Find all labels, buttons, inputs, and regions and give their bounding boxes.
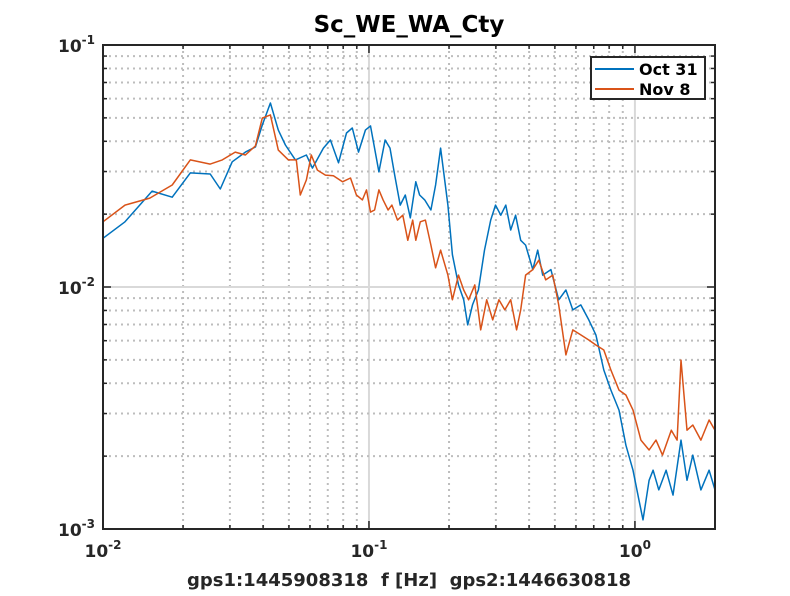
series-line-1 (103, 114, 715, 456)
x-axis-label: gps1:1445908318 f [Hz] gps2:1446630818 (187, 570, 631, 591)
x-tick-label: 100 (619, 538, 651, 562)
x-tick-label: 10-2 (84, 538, 121, 562)
legend-box (590, 56, 706, 100)
series-line-0 (103, 102, 715, 521)
y-tick-label: 10-3 (58, 517, 95, 541)
x-tick-label: 10-1 (350, 538, 387, 562)
legend-label: Nov 8 (639, 80, 691, 99)
chart-title: Sc_WE_WA_Cty (314, 12, 505, 38)
series-lines (103, 102, 715, 521)
y-tick-label: 10-2 (58, 275, 95, 299)
legend-label: Oct 31 (639, 60, 698, 79)
plot-frame (102, 44, 716, 530)
y-tick-label: 10-1 (58, 33, 95, 57)
grid (102, 44, 716, 530)
